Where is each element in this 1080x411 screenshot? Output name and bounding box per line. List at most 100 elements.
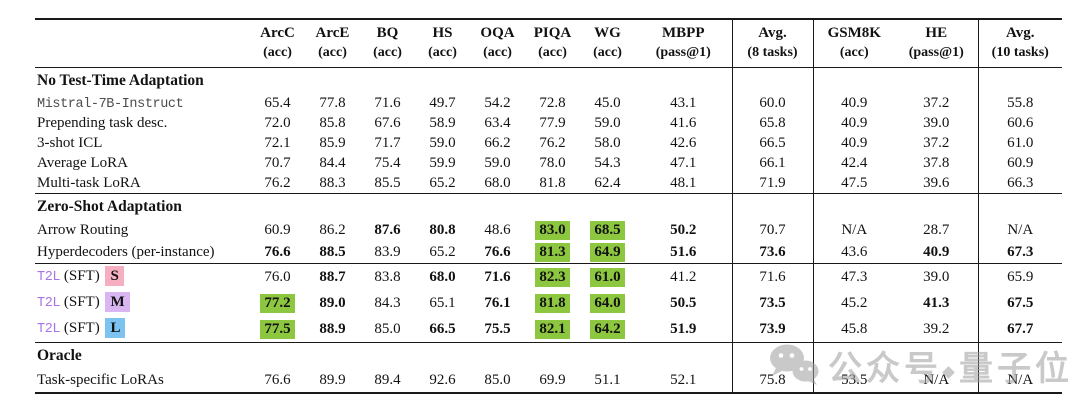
table-cell: 65.8 [731,113,813,133]
bold-value: 51.9 [670,321,697,337]
table-cell: 52.1 [670,372,697,388]
table-row: Task-specific LoRAs 76.6 89.9 89.4 92.6 85.0 6… [35,368,1062,393]
table-cell: 85.5 [374,175,401,191]
bold-value: 51.6 [670,244,697,260]
section-spacer-cell [895,193,978,219]
column-subheader: (acc) [318,45,347,60]
bold-value: 67.5 [1007,295,1034,311]
table-cell: 59.0 [484,155,511,171]
table-cell: 73.5 [731,290,813,316]
table-cell: 45.0 [594,95,621,111]
sft-label: (SFT) [60,268,104,284]
table-cell: 64.0 [580,290,635,316]
bold-value: 67.3 [1007,244,1034,260]
table-cell: 81.8 [539,175,566,191]
table-cell: 49.7 [429,95,456,111]
table-cell: 61.0 [580,263,635,290]
section-spacer-cell [525,342,580,368]
table-cell: 70.7 [264,155,291,171]
table-cell: 72.1 [264,135,291,151]
column-subheader: (acc) [538,45,567,60]
column-header-he: HE (pass@1) [895,19,978,68]
table-cell: 58.0 [594,135,621,151]
section-spacer-cell [580,193,635,219]
section-spacer-cell [895,342,978,368]
table-cell: 47.3 [812,263,895,290]
column-subheader: (10 tasks) [991,45,1049,60]
table-cell: 66.1 [731,153,813,173]
table-row: Mistral-7B-Instruct 65.4 77.8 71.6 49.7 54.2 7… [35,93,1062,113]
bold-value: 40.9 [923,244,950,260]
section-spacer-cell [977,67,1062,93]
table-cell: 64.9 [580,241,635,264]
row-label: Prepending task desc. [37,114,168,131]
highlighted-value: 64.0 [590,294,625,313]
row-label: Task-specific LoRAs [37,372,164,388]
bold-value: 66.5 [429,321,456,337]
table-cell: 81.8 [525,290,580,316]
bold-value: 67.7 [1007,321,1034,337]
section-spacer-cell [305,193,360,219]
section-spacer-cell [305,68,360,94]
row-label: Mistral-7B-Instruct [35,93,250,113]
table-cell: 77.8 [319,95,346,111]
bold-value: 76.6 [484,244,511,260]
highlighted-value: 82.3 [535,268,570,287]
table-cell: 89.0 [305,290,360,316]
table-row: Multi-task LoRA 76.2 88.3 85.5 65.2 68.0 81.8 6… [35,173,1062,194]
column-header-gsm8k: GSM8K (acc) [812,19,895,68]
bold-value: 88.7 [319,269,346,285]
table-cell: 55.8 [977,93,1062,113]
table-cell: 60.6 [977,113,1062,133]
t2l-label: T2L [37,270,61,285]
table-cell: 86.2 [319,222,346,238]
column-subheader: (acc) [428,45,457,60]
table-cell: 85.0 [374,321,401,337]
table-cell: 63.4 [484,115,511,131]
table-cell: 40.9 [812,93,895,113]
table-cell: 72.8 [539,95,566,111]
table-cell: 76.1 [470,290,525,316]
column-subheader: (acc) [483,45,512,60]
table-cell: 75.5 [470,316,525,343]
bold-value: 50.2 [670,222,697,238]
column-header-avg: Avg. (10 tasks) [977,19,1062,68]
table-cell: 71.7 [374,135,401,151]
table-cell: 88.3 [319,175,346,191]
table-cell: 76.6 [250,241,305,264]
bold-value: 76.6 [264,244,291,260]
section-spacer-cell [977,342,1062,368]
table-cell: 40.9 [812,113,895,133]
table-cell: 76.2 [539,135,566,151]
table-cell: 47.1 [670,155,697,171]
table-cell: 81.3 [525,241,580,264]
table-cell: 43.1 [670,95,697,111]
column-header-piqa: PIQA (acc) [525,19,580,68]
table-cell: 82.3 [525,263,580,290]
table-cell: 37.2 [923,135,950,151]
section-header-row: No Test-Time Adaptation [35,67,1062,94]
table-cell: 65.2 [429,244,456,260]
table-cell: 53.5 [812,368,895,393]
table-cell: 71.6 [374,95,401,111]
column-subheader: (acc) [593,45,622,60]
table-cell: N/A [977,219,1062,241]
table-cell: 51.1 [594,372,621,388]
section-spacer-cell [977,193,1062,219]
size-chip-m: M [105,292,130,312]
table-cell: 28.7 [923,222,950,238]
table-row: T2L (SFT) S 76.0 88.7 83.8 68.0 71.6 82.3 61.0 4… [35,263,1062,290]
table-cell: 66.5 [415,316,470,343]
table-cell: 59.9 [429,155,456,171]
table-cell: 76.0 [250,263,305,290]
column-header-oqa: OQA (acc) [470,19,525,68]
table-cell: 62.4 [594,175,621,191]
table-cell: 48.6 [484,222,511,238]
section-spacer-cell [525,193,580,219]
column-subheader: (acc) [839,45,869,60]
header-cell-empty [35,19,250,68]
table-cell: 50.2 [635,219,732,241]
table-cell: 73.9 [731,316,813,343]
section-spacer-cell [580,342,635,368]
table-cell: 84.4 [319,155,346,171]
